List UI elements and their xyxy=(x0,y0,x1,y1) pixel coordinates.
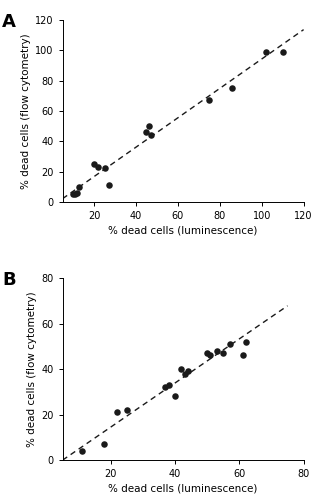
Point xyxy=(75,188,80,196)
X-axis label: % dead cells (luminescence): % dead cells (luminescence) xyxy=(108,483,258,493)
Point xyxy=(73,190,78,198)
Point xyxy=(146,122,151,130)
Text: B: B xyxy=(2,271,16,289)
Point xyxy=(172,392,177,400)
Point xyxy=(148,131,153,139)
Y-axis label: % dead cells (flow cytometry): % dead cells (flow cytometry) xyxy=(27,292,37,447)
Point xyxy=(221,349,226,357)
Point xyxy=(240,352,245,360)
Point xyxy=(185,368,190,376)
Point xyxy=(163,384,168,392)
Point xyxy=(263,48,268,56)
Point xyxy=(243,338,248,346)
Y-axis label: % dead cells (flow cytometry): % dead cells (flow cytometry) xyxy=(21,33,31,188)
Point xyxy=(106,181,111,189)
Point xyxy=(208,352,213,360)
Point xyxy=(144,128,149,136)
Point xyxy=(80,447,85,455)
Point xyxy=(115,408,120,416)
Point xyxy=(70,190,75,198)
Text: A: A xyxy=(2,12,16,30)
Point xyxy=(77,182,82,190)
Point xyxy=(214,347,219,355)
Point xyxy=(205,349,210,357)
Point xyxy=(207,96,212,104)
Point xyxy=(166,381,171,389)
Point xyxy=(230,84,235,92)
Point xyxy=(96,163,101,171)
X-axis label: % dead cells (luminescence): % dead cells (luminescence) xyxy=(108,225,258,235)
Point xyxy=(124,406,129,414)
Point xyxy=(182,370,187,378)
Point xyxy=(227,340,232,348)
Point xyxy=(280,48,285,56)
Point xyxy=(102,164,107,172)
Point xyxy=(179,365,184,373)
Point xyxy=(91,160,96,168)
Point xyxy=(102,440,107,448)
